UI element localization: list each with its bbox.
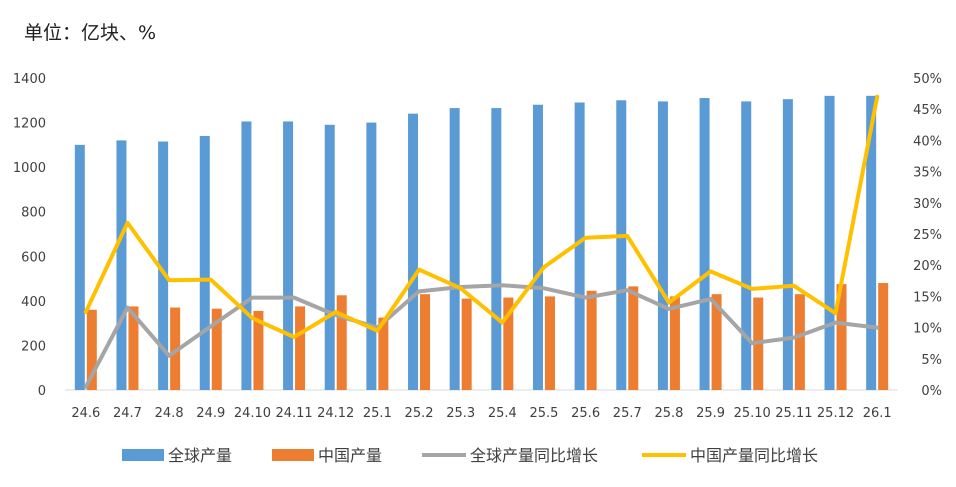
left-tick-label: 1000 xyxy=(13,161,46,176)
bar xyxy=(741,101,752,391)
left-tick-label: 200 xyxy=(21,339,46,354)
series-line xyxy=(83,94,880,339)
legend-label: 全球产量 xyxy=(168,446,232,465)
right-tick-label: 35% xyxy=(913,166,942,181)
bar xyxy=(199,135,210,390)
bar xyxy=(324,124,335,391)
bar xyxy=(503,297,514,390)
bar xyxy=(420,294,431,390)
bar xyxy=(86,309,97,390)
right-tick-label: 30% xyxy=(913,197,942,212)
bar xyxy=(253,310,264,390)
bar xyxy=(336,295,347,390)
x-tick-label: 25.10 xyxy=(734,406,771,421)
bar xyxy=(74,144,85,390)
bar xyxy=(586,290,597,390)
right-tick-label: 50% xyxy=(913,72,942,87)
bar xyxy=(532,104,543,390)
x-tick-label: 25.12 xyxy=(817,406,854,421)
right-tick-label: 15% xyxy=(913,290,942,305)
bar xyxy=(544,296,555,390)
right-tick-label: 5% xyxy=(921,353,942,368)
bar xyxy=(241,121,252,390)
x-tick-label: 24.8 xyxy=(155,406,184,421)
x-tick-label: 25.9 xyxy=(696,406,725,421)
bar xyxy=(669,296,680,390)
bar xyxy=(616,100,627,391)
x-tick-label: 24.7 xyxy=(113,406,142,421)
bar xyxy=(866,95,877,390)
x-tick-label: 25.8 xyxy=(654,406,683,421)
bar xyxy=(574,102,585,390)
x-tick-label: 25.7 xyxy=(613,406,642,421)
right-tick-label: 10% xyxy=(913,322,942,337)
bar xyxy=(836,284,847,390)
bar xyxy=(116,140,127,390)
x-tick-label: 26.1 xyxy=(863,406,892,421)
left-tick-label: 800 xyxy=(21,206,46,221)
x-tick-label: 25.6 xyxy=(571,406,600,421)
legend-swatch xyxy=(122,449,164,461)
bar xyxy=(878,283,889,390)
bar xyxy=(283,121,294,390)
bar xyxy=(711,294,722,390)
left-tick-label: 400 xyxy=(21,295,46,310)
legend-label: 中国产量 xyxy=(318,446,382,465)
bar xyxy=(657,101,668,391)
bar xyxy=(449,108,460,390)
right-tick-label: 40% xyxy=(913,134,942,149)
series-line xyxy=(83,283,880,389)
left-tick-label: 1200 xyxy=(13,117,46,132)
bar xyxy=(408,113,419,391)
right-tick-label: 0% xyxy=(921,384,942,399)
bar xyxy=(170,307,181,390)
left-tick-label: 600 xyxy=(21,250,46,265)
x-tick-label: 24.9 xyxy=(196,406,225,421)
bar xyxy=(794,294,805,390)
x-tick-label: 24.12 xyxy=(317,406,354,421)
bar xyxy=(628,286,639,390)
legend-label: 全球产量同比增长 xyxy=(470,446,598,465)
right-tick-label: 25% xyxy=(913,228,942,243)
left-tick-label: 0 xyxy=(38,384,46,399)
bar xyxy=(128,306,139,390)
bar xyxy=(366,122,377,391)
x-tick-label: 25.3 xyxy=(446,406,475,421)
right-tick-label: 20% xyxy=(913,259,942,274)
bar xyxy=(295,306,306,390)
x-tick-label: 25.4 xyxy=(488,406,517,421)
right-tick-label: 45% xyxy=(913,103,942,118)
x-tick-label: 25.1 xyxy=(363,406,392,421)
x-tick-label: 25.5 xyxy=(529,406,558,421)
x-tick-label: 24.6 xyxy=(71,406,100,421)
bar xyxy=(491,108,502,390)
bar xyxy=(824,95,835,390)
legend-label: 中国产量同比增长 xyxy=(690,446,818,465)
legend-swatch xyxy=(272,449,314,461)
bar xyxy=(461,298,472,390)
bar xyxy=(158,141,169,390)
x-tick-label: 25.11 xyxy=(775,406,812,421)
left-tick-label: 1400 xyxy=(13,72,46,87)
bar xyxy=(782,99,793,391)
x-tick-label: 24.11 xyxy=(275,406,312,421)
bar xyxy=(378,317,389,390)
unit-label: 单位：亿块、% xyxy=(24,22,157,44)
bar xyxy=(699,98,710,391)
x-tick-label: 25.2 xyxy=(405,406,434,421)
x-tick-label: 24.10 xyxy=(234,406,271,421)
bar xyxy=(211,308,222,390)
